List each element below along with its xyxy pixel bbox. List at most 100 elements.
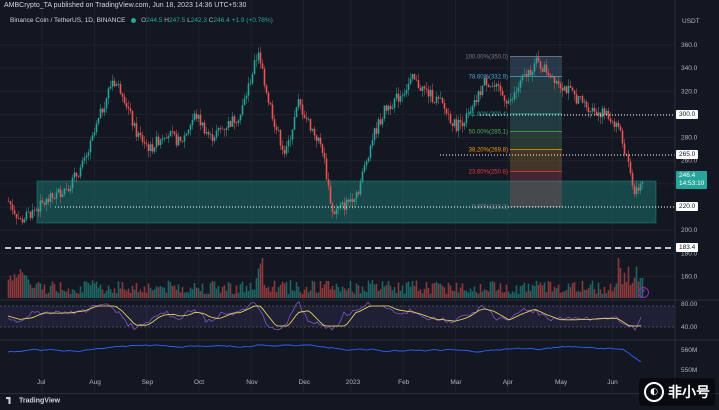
volume-bar: [321, 288, 324, 298]
volume-bar: [609, 283, 612, 298]
volume-bar: [281, 281, 284, 298]
candle-body: [17, 218, 20, 219]
volume-bar: [405, 282, 408, 298]
candle-body: [469, 111, 472, 113]
candle-body: [473, 100, 476, 107]
candle-body: [147, 144, 150, 151]
candle-body: [397, 93, 400, 102]
price-tag-300[interactable]: 300.0: [676, 110, 699, 119]
candle-body: [359, 181, 362, 195]
tradingview-logo[interactable]: TradingView: [6, 397, 60, 404]
candle-body: [241, 105, 244, 115]
candle-countdown: 14:53:10: [679, 180, 705, 187]
candle-body: [335, 208, 338, 214]
time-axis[interactable]: Jul Aug Sep Oct Nov Dec 2023 Feb Mar Apr May Jun: [37, 379, 618, 386]
candle-body: [641, 181, 644, 184]
candle-body: [361, 171, 364, 182]
candle-body: [189, 125, 192, 130]
volume-bar: [181, 287, 184, 298]
volume-bar: [283, 283, 286, 298]
volume-bar: [17, 274, 20, 298]
time-tick-label: Jul: [37, 379, 46, 386]
candle-body: [563, 86, 566, 91]
candle-body: [197, 114, 200, 119]
volume-bar: [489, 282, 492, 298]
volume-bar: [177, 284, 180, 298]
volume-bar: [335, 283, 338, 298]
candle-body: [111, 80, 114, 87]
candle-body: [39, 200, 42, 212]
volume-bar: [447, 282, 450, 298]
volume-bar: [315, 292, 318, 298]
candle-body: [433, 102, 436, 103]
volume-bar: [83, 281, 86, 298]
candle-body: [191, 120, 194, 126]
volume-bar: [61, 290, 64, 298]
current-price-tag[interactable]: 246.4 14:53:10: [676, 171, 708, 189]
candle-body: [321, 144, 324, 153]
candle-body: [575, 94, 578, 104]
volume-bar: [37, 281, 40, 298]
candle-body: [267, 92, 270, 103]
candle-body: [403, 93, 406, 96]
volume-bar: [313, 281, 316, 298]
volume-bar: [273, 280, 276, 298]
volume-bar: [305, 286, 308, 298]
volume-bar: [123, 289, 126, 298]
candle-body: [613, 121, 616, 127]
volume-bar: [151, 290, 154, 298]
volume-bar: [239, 284, 242, 298]
candle-body: [399, 95, 402, 102]
candle-body: [421, 86, 424, 91]
fib-retracement[interactable]: 100.00%(350.0) 78.60%(332.9) 61.80%(300.4)…: [465, 55, 562, 211]
volume-bar: [501, 292, 504, 298]
volume-bar: [71, 289, 74, 298]
price-tag-183[interactable]: 183.4: [676, 243, 699, 252]
candle-body: [633, 185, 636, 195]
candle-body: [601, 108, 604, 118]
candle-body: [457, 120, 460, 131]
symbol-legend[interactable]: Binance Coin / TetherUS, 1D, BINANCE O24…: [10, 17, 273, 24]
candle-body: [571, 87, 574, 91]
volume-bar: [307, 292, 310, 298]
candle-body: [223, 128, 226, 130]
volume-bar: [221, 286, 224, 298]
volume-bar: [153, 289, 156, 298]
candle-body: [363, 165, 366, 172]
time-tick-label: Nov: [246, 379, 258, 386]
price-tag-220[interactable]: 220.0: [676, 202, 699, 211]
candle-body: [467, 112, 470, 114]
volume-bar: [229, 283, 232, 298]
volume-bar: [251, 289, 254, 298]
volume-bar: [253, 289, 256, 298]
candle-body: [491, 85, 494, 87]
volume-bar: [201, 283, 204, 298]
volume-bar: [579, 291, 582, 298]
volume-bar: [119, 288, 122, 298]
price-tick-label: 260.0: [681, 158, 698, 165]
rsi-ma-line: [7, 305, 642, 327]
price-tag-265[interactable]: 265.0: [676, 150, 699, 159]
volume-bar: [603, 286, 606, 298]
volume-bar: [401, 285, 404, 298]
volume-bar: [173, 285, 176, 298]
watermark: ◐ 非小号: [639, 378, 715, 406]
candle-body: [401, 95, 404, 96]
candle-body: [287, 140, 290, 147]
volume-bar: [391, 290, 394, 298]
volume-bar: [421, 293, 424, 298]
symbol-name[interactable]: Binance Coin / TetherUS, 1D, BINANCE: [10, 17, 126, 24]
volume-bar: [553, 286, 556, 298]
lightning-icon[interactable]: ⚡: [638, 287, 649, 298]
volume-bar: [619, 267, 622, 298]
candle-body: [143, 141, 146, 144]
candle-body: [209, 134, 212, 135]
volume-bar: [11, 280, 14, 298]
volume-bar: [393, 287, 396, 298]
candle-body: [565, 86, 568, 94]
candle-body: [617, 122, 620, 127]
candle-body: [443, 103, 446, 109]
volume-bar: [629, 285, 632, 298]
candle-body: [309, 119, 312, 131]
